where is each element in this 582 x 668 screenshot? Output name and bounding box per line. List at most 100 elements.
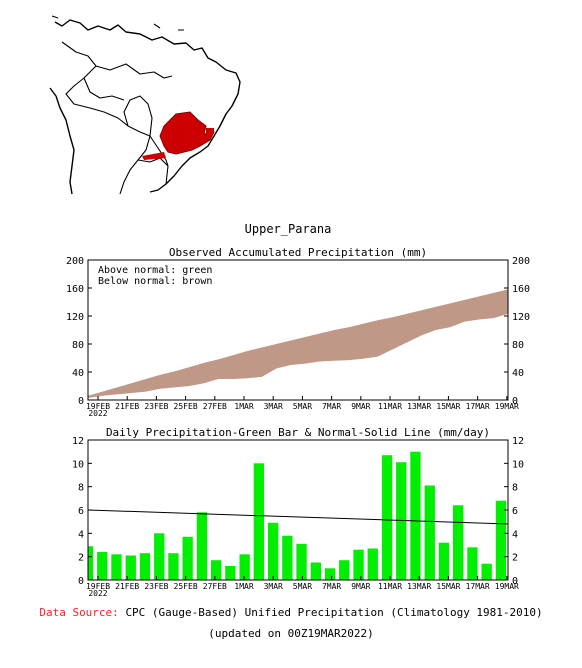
daily-bar: [367, 548, 378, 580]
daily-xtick-label: 1MAR: [234, 582, 253, 591]
daily-bar: [97, 552, 108, 580]
daily-ytick-label-left: 6: [78, 506, 84, 517]
daily-xtick-label: 25FEB: [174, 582, 198, 591]
daily-bar: [154, 533, 165, 580]
daily-bar: [253, 463, 264, 580]
daily-bar: [424, 485, 435, 580]
daily-ytick-label-right: 10: [512, 459, 524, 470]
daily-ytick-label-right: 12: [512, 436, 524, 447]
accum-xtick-label: 19MAR: [495, 402, 519, 411]
south-america-map: [49, 15, 241, 195]
accum-ytick-label-right: 80: [512, 340, 524, 351]
daily-xtick-label: 11MAR: [378, 582, 402, 591]
daily-xtick-label: 3MAR: [264, 582, 283, 591]
accum-xtick-label: 25FEB: [174, 402, 198, 411]
daily-ytick-label-left: 12: [72, 436, 84, 447]
daily-bar: [467, 547, 478, 580]
accumulated-panel: Observed Accumulated Precipitation (mm) …: [66, 246, 530, 418]
accum-year-label: 2022: [88, 409, 107, 418]
region-title: Upper_Parana: [245, 222, 332, 236]
daily-bar: [111, 554, 122, 580]
region-dot: [206, 128, 214, 134]
daily-bar: [168, 553, 179, 580]
daily-xtick-label: 7MAR: [322, 582, 341, 591]
daily-xtick-label: 27FEB: [203, 582, 227, 591]
daily-ytick-label-right: 0: [512, 576, 518, 587]
daily-ytick-label-right: 8: [512, 483, 518, 494]
daily-bar: [381, 455, 393, 580]
daily-bar: [282, 535, 293, 580]
accum-xtick-label: 17MAR: [466, 402, 490, 411]
accum-xtick-label: 11MAR: [378, 402, 402, 411]
accum-xtick-label: 19FEB: [86, 402, 110, 411]
accum-ytick-label-left: 160: [66, 284, 84, 295]
accum-xtick-label: 21FEB: [115, 402, 139, 411]
daily-bar: [225, 566, 236, 580]
daily-xtick-label: 23FEB: [144, 582, 168, 591]
daily-bar: [339, 560, 350, 580]
accum-frame: [87, 259, 509, 401]
updated-line: (updated on 00Z19MAR2022): [208, 627, 374, 640]
legend-above-normal: Above normal: green: [98, 265, 212, 276]
daily-ytick-label-right: 4: [512, 529, 518, 540]
borders: [61, 41, 173, 195]
daily-axes: 0 0 2 2 4 4 6 6 8 8 10 10 12 12 19FEB 21FEB 23FEB 25FEB 27…: [72, 436, 524, 598]
daily-ytick-label-left: 4: [78, 529, 84, 540]
daily-xtick-label: 5MAR: [293, 582, 312, 591]
accum-ytick-label-right: 0: [512, 396, 518, 407]
normal-line: [87, 509, 509, 525]
daily-bar: [324, 568, 336, 580]
accum-xtick-label: 15MAR: [436, 402, 460, 411]
accum-ytick-label-right: 120: [512, 312, 530, 323]
daily-bar: [125, 555, 136, 580]
daily-year-label: 2022: [88, 589, 107, 598]
daily-xtick-label: 21FEB: [115, 582, 139, 591]
accum-xtick-label: 9MAR: [351, 402, 370, 411]
daily-bar: [410, 451, 421, 580]
daily-bar: [310, 562, 321, 580]
upper-parana-region: [159, 111, 215, 155]
daily-bar: [396, 462, 407, 580]
daily-xtick-label: 9MAR: [351, 582, 370, 591]
accum-ytick-label-left: 200: [66, 256, 84, 267]
daily-bar: [239, 554, 250, 580]
accum-ytick-label-left: 120: [66, 312, 84, 323]
legend-below-normal: Below normal: brown: [98, 276, 212, 287]
daily-chart-title: Daily Precipitation-Green Bar & Normal-S…: [106, 426, 490, 439]
daily-bar: [268, 522, 279, 580]
daily-bar: [196, 512, 208, 580]
daily-ytick-label-right: 6: [512, 506, 518, 517]
daily-xtick-label: 19MAR: [495, 582, 519, 591]
accum-xtick-label: 23FEB: [144, 402, 168, 411]
daily-bar: [88, 546, 94, 580]
daily-bar: [481, 563, 492, 580]
daily-ytick-label-left: 10: [72, 459, 84, 470]
daily-panel: Daily Precipitation-Green Bar & Normal-S…: [72, 426, 524, 598]
daily-xtick-label: 19FEB: [86, 582, 110, 591]
daily-ytick-label-left: 8: [78, 483, 84, 494]
accum-ytick-label-left: 0: [78, 396, 84, 407]
daily-bars: [88, 451, 507, 580]
daily-ytick-label-left: 2: [78, 553, 84, 564]
source-label: Data Source:: [39, 606, 119, 619]
daily-bar: [296, 543, 307, 580]
daily-bar: [139, 553, 151, 580]
region-tail: [142, 152, 166, 160]
coastline-islands: [51, 15, 184, 31]
accum-ytick-label-right: 200: [512, 256, 530, 267]
daily-bar: [211, 560, 222, 580]
accum-xtick-label: 13MAR: [407, 402, 431, 411]
coastline-north: [54, 19, 241, 193]
accum-xtick-label: 1MAR: [234, 402, 253, 411]
accum-axes: 0 0 40 40 80 80 120 120 160 160 200 200 19FEB 21FEB 23…: [66, 256, 530, 418]
accum-ytick-label-left: 80: [72, 340, 84, 351]
source-text: CPC (Gauge-Based) Unified Precipitation …: [125, 606, 543, 619]
data-source-line: Data Source: CPC (Gauge-Based) Unified P…: [0, 606, 582, 619]
daily-ytick-label-left: 0: [78, 576, 84, 587]
daily-xtick-label: 15MAR: [436, 582, 460, 591]
daily-bar: [495, 500, 507, 580]
daily-bar: [353, 549, 364, 580]
daily-bar: [453, 505, 464, 580]
accum-deficit-area: [88, 289, 508, 398]
